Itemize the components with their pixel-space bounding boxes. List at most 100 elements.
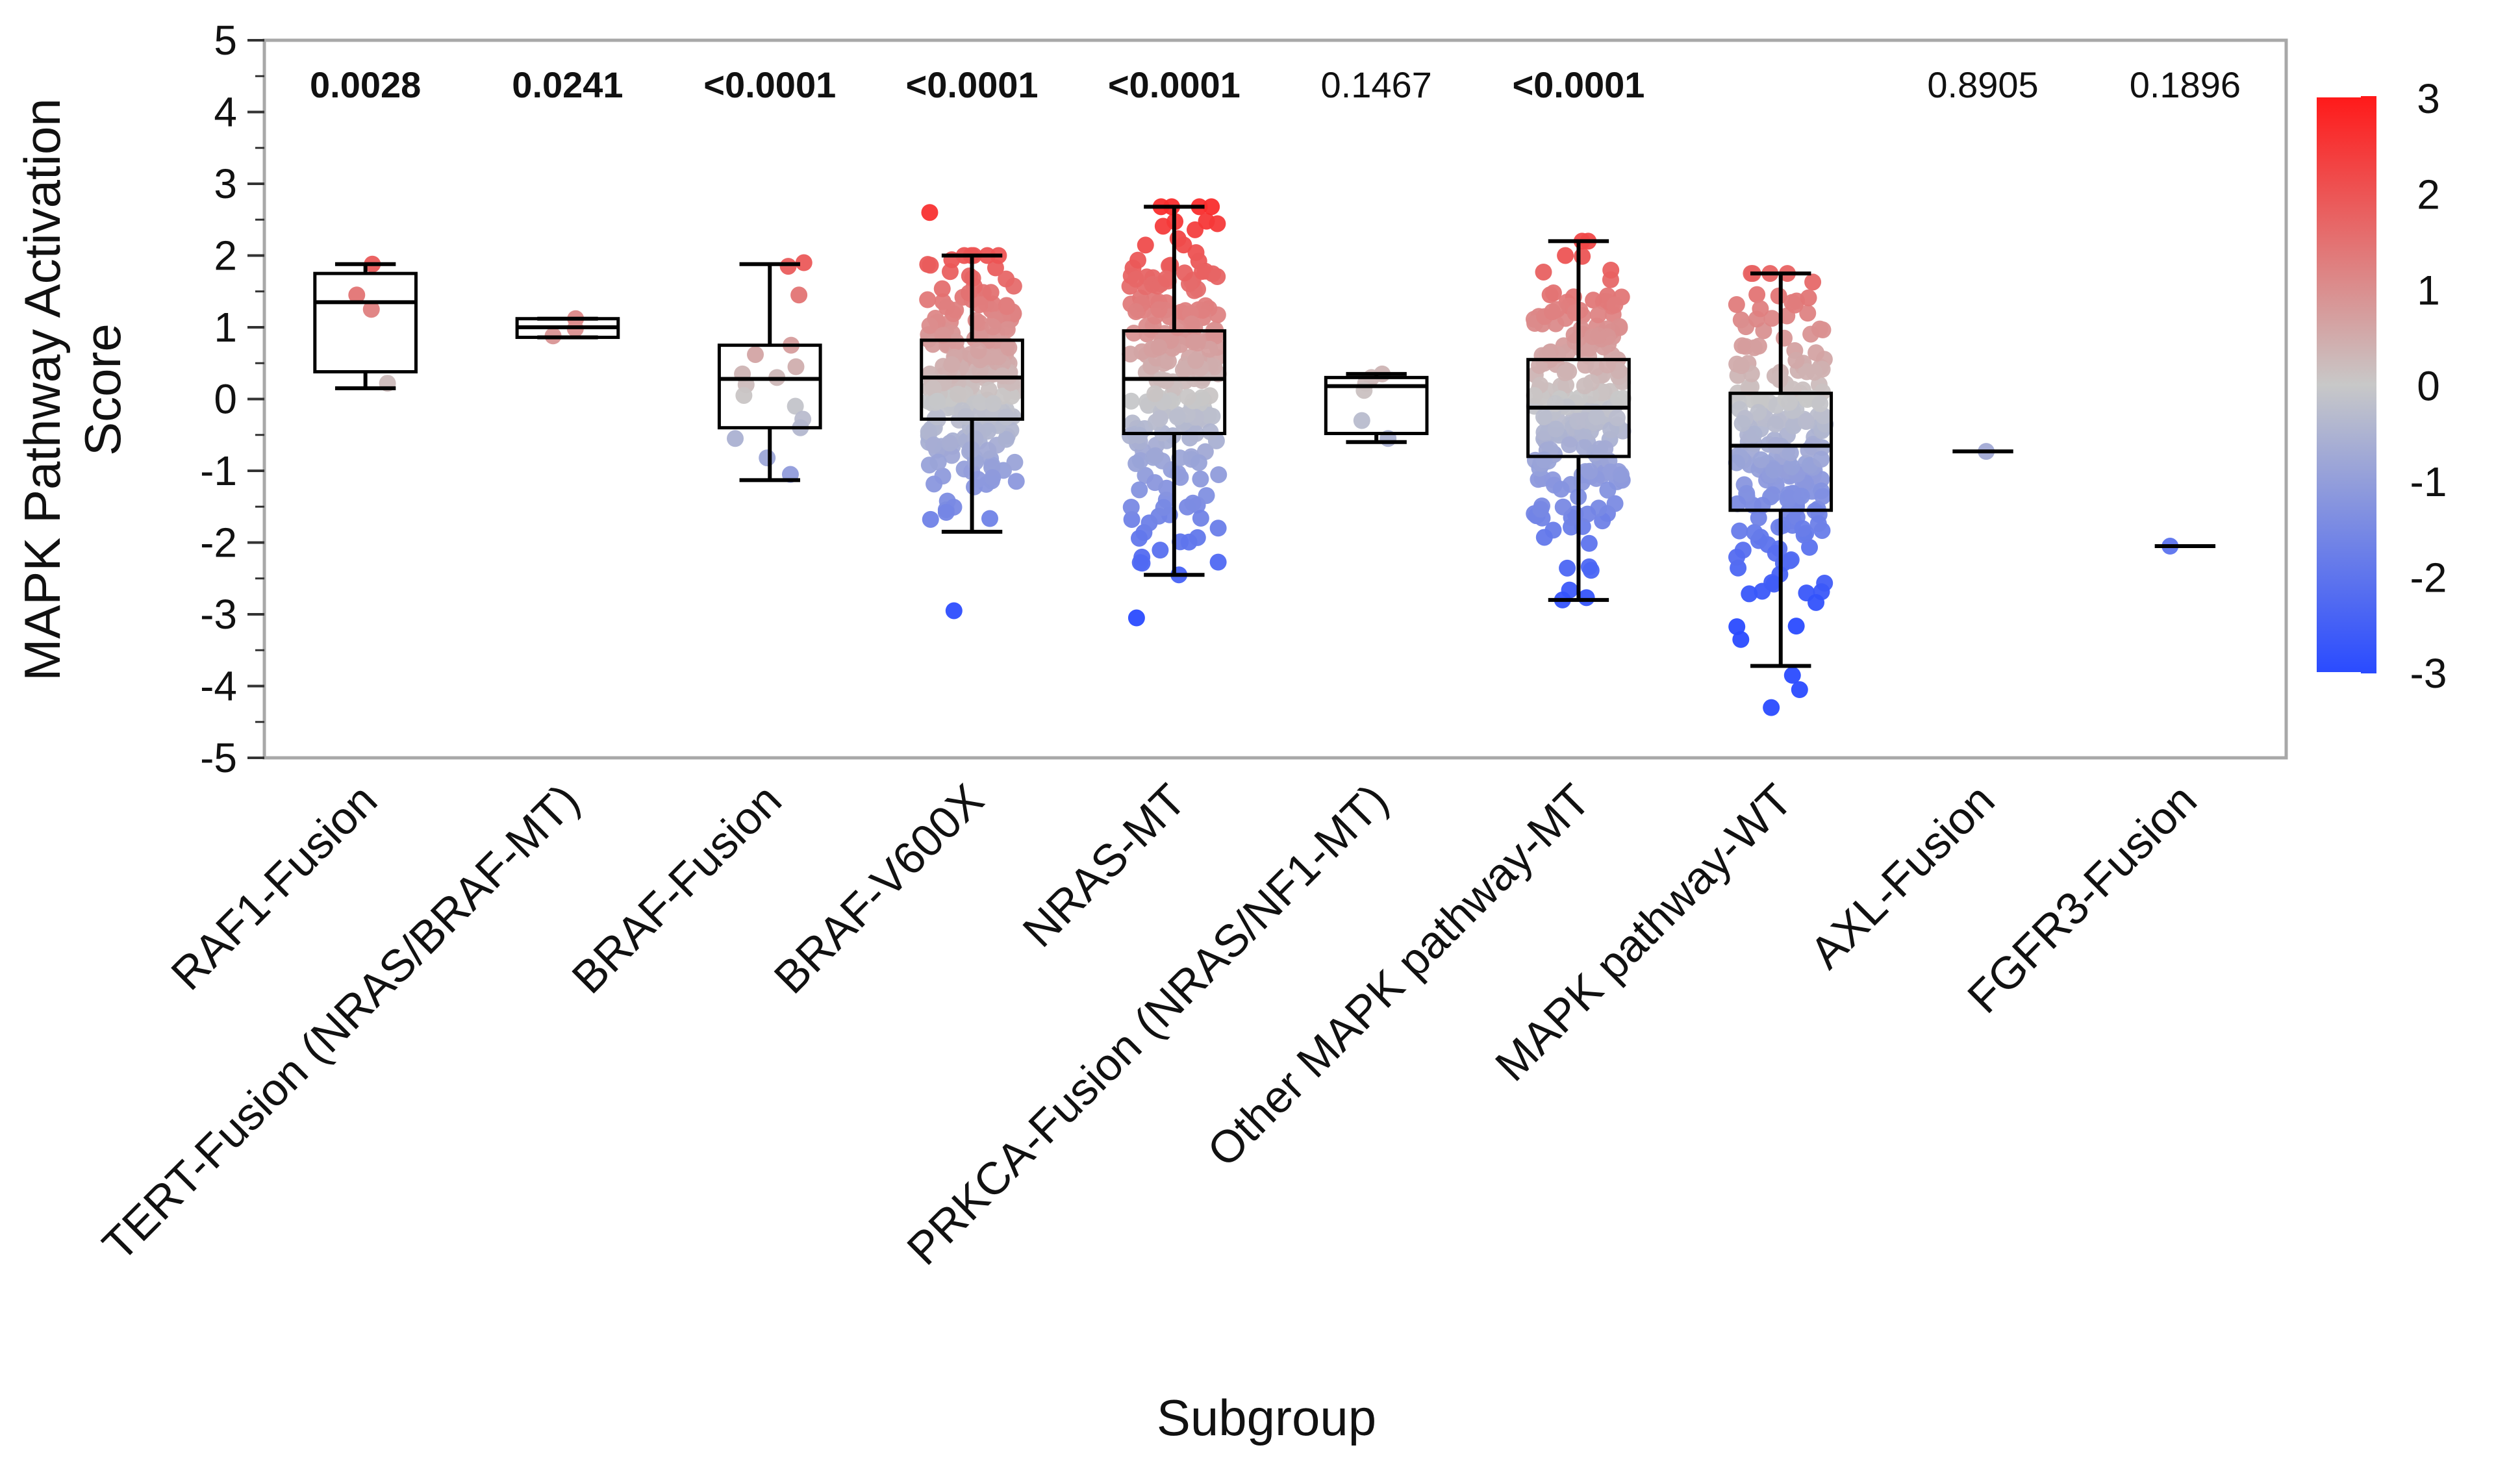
data-point [1535, 263, 1552, 281]
data-point [922, 510, 939, 528]
data-point [1567, 304, 1584, 321]
data-point [1129, 251, 1146, 269]
data-point [727, 430, 744, 447]
data-point [947, 301, 964, 319]
data-point [1198, 212, 1215, 230]
data-point [1794, 520, 1811, 537]
data-point [928, 408, 946, 425]
data-point [1800, 289, 1817, 307]
data-point [1125, 324, 1142, 342]
data-point [1192, 509, 1209, 527]
data-point [1786, 296, 1804, 314]
data-point [1006, 453, 1024, 471]
data-point [998, 321, 1016, 338]
data-point [1731, 522, 1748, 540]
data-point [1787, 351, 1805, 369]
data-point [1007, 473, 1025, 490]
x-axis-title: Subgroup [1157, 1389, 1376, 1446]
box-raf1-fusion [313, 262, 418, 390]
data-point [919, 291, 937, 308]
data-point [1168, 408, 1186, 426]
data-point [998, 431, 1015, 448]
data-point [362, 301, 380, 318]
y-tick-label: -1 [200, 447, 237, 494]
data-point [1746, 523, 1763, 541]
p-value-label: 0.0241 [512, 64, 623, 105]
data-point [1541, 286, 1559, 304]
data-point [929, 392, 946, 410]
data-point [1122, 498, 1140, 516]
data-point [1732, 631, 1750, 648]
x-category-label: NRAS-MT [1013, 774, 1196, 957]
x-category-label: RAF1-Fusion [162, 774, 387, 999]
p-value-label: 0.1467 [1321, 64, 1432, 105]
data-point [1728, 618, 1746, 636]
data-point [1209, 553, 1227, 571]
data-point [921, 204, 939, 221]
data-point [1764, 486, 1782, 503]
data-point [348, 286, 366, 304]
data-point [1780, 489, 1797, 507]
data-point [1122, 345, 1139, 363]
color-scale-label: -3 [2410, 650, 2447, 697]
data-point [1192, 470, 1209, 488]
points-layer [348, 198, 2179, 716]
data-point [1159, 353, 1177, 370]
data-point [979, 442, 997, 459]
data-point [1813, 451, 1830, 468]
y-tick-label: 2 [214, 232, 237, 279]
data-point [787, 397, 804, 415]
data-point [920, 423, 937, 440]
data-point [970, 342, 987, 360]
data-point [1809, 515, 1827, 532]
data-point [1750, 403, 1767, 421]
data-point [1552, 481, 1570, 498]
y-axis-title-line2: Score [74, 323, 131, 456]
data-point [1599, 481, 1617, 499]
data-point [943, 356, 961, 373]
data-point [1146, 474, 1164, 492]
data-point [1733, 337, 1751, 355]
data-point [1131, 554, 1149, 571]
data-point [1798, 391, 1816, 408]
data-point [1146, 447, 1164, 464]
p-value-label: <0.0001 [1108, 64, 1241, 105]
data-point [1585, 292, 1602, 309]
y-tick-label: 4 [214, 89, 237, 136]
data-point [929, 453, 947, 471]
data-point [1168, 319, 1186, 336]
data-point [1745, 425, 1763, 443]
box-other-mapk-pathway-mt [1526, 239, 1631, 602]
data-point [971, 296, 989, 314]
data-point [1176, 264, 1193, 282]
data-point [1576, 377, 1593, 395]
data-point [1131, 529, 1148, 547]
data-point [1752, 451, 1770, 469]
data-point [1589, 306, 1607, 323]
y-tick-label: -3 [200, 591, 237, 638]
y-tick-label: -5 [200, 734, 237, 781]
data-point [1733, 414, 1751, 432]
color-scale-label: -1 [2410, 458, 2447, 505]
data-point [972, 394, 990, 411]
data-point [1151, 410, 1168, 427]
boxes-layer [313, 205, 2216, 668]
p-value-label: <0.0001 [1512, 64, 1644, 105]
data-point [735, 386, 753, 404]
data-point [1127, 303, 1144, 320]
data-point [1752, 300, 1769, 318]
data-point [1209, 520, 1227, 537]
box-iqr [313, 271, 418, 374]
data-point [925, 436, 942, 454]
box-tert-fusion-nras-braf-mt- [515, 316, 620, 340]
data-point [1202, 423, 1219, 440]
data-point [1808, 594, 1825, 611]
data-point [1611, 319, 1628, 336]
data-point [1808, 344, 1825, 362]
data-point [1733, 357, 1750, 375]
pvalues-layer: 0.0028 0.0241 <0.0001 <0.0001 <0.0001 0.1467 <… [310, 64, 2241, 105]
data-point [1353, 412, 1370, 429]
data-point [998, 408, 1015, 426]
p-value-label: <0.0001 [703, 64, 836, 105]
